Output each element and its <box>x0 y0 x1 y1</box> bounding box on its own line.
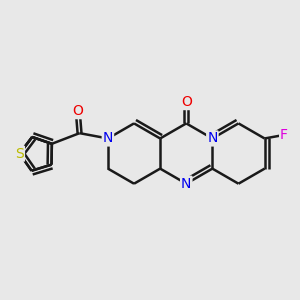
Text: N: N <box>103 131 113 146</box>
Text: S: S <box>15 147 24 161</box>
Text: F: F <box>280 128 288 142</box>
Text: N: N <box>181 177 191 191</box>
Text: O: O <box>72 104 83 118</box>
Text: O: O <box>181 95 192 109</box>
Text: N: N <box>207 131 218 146</box>
